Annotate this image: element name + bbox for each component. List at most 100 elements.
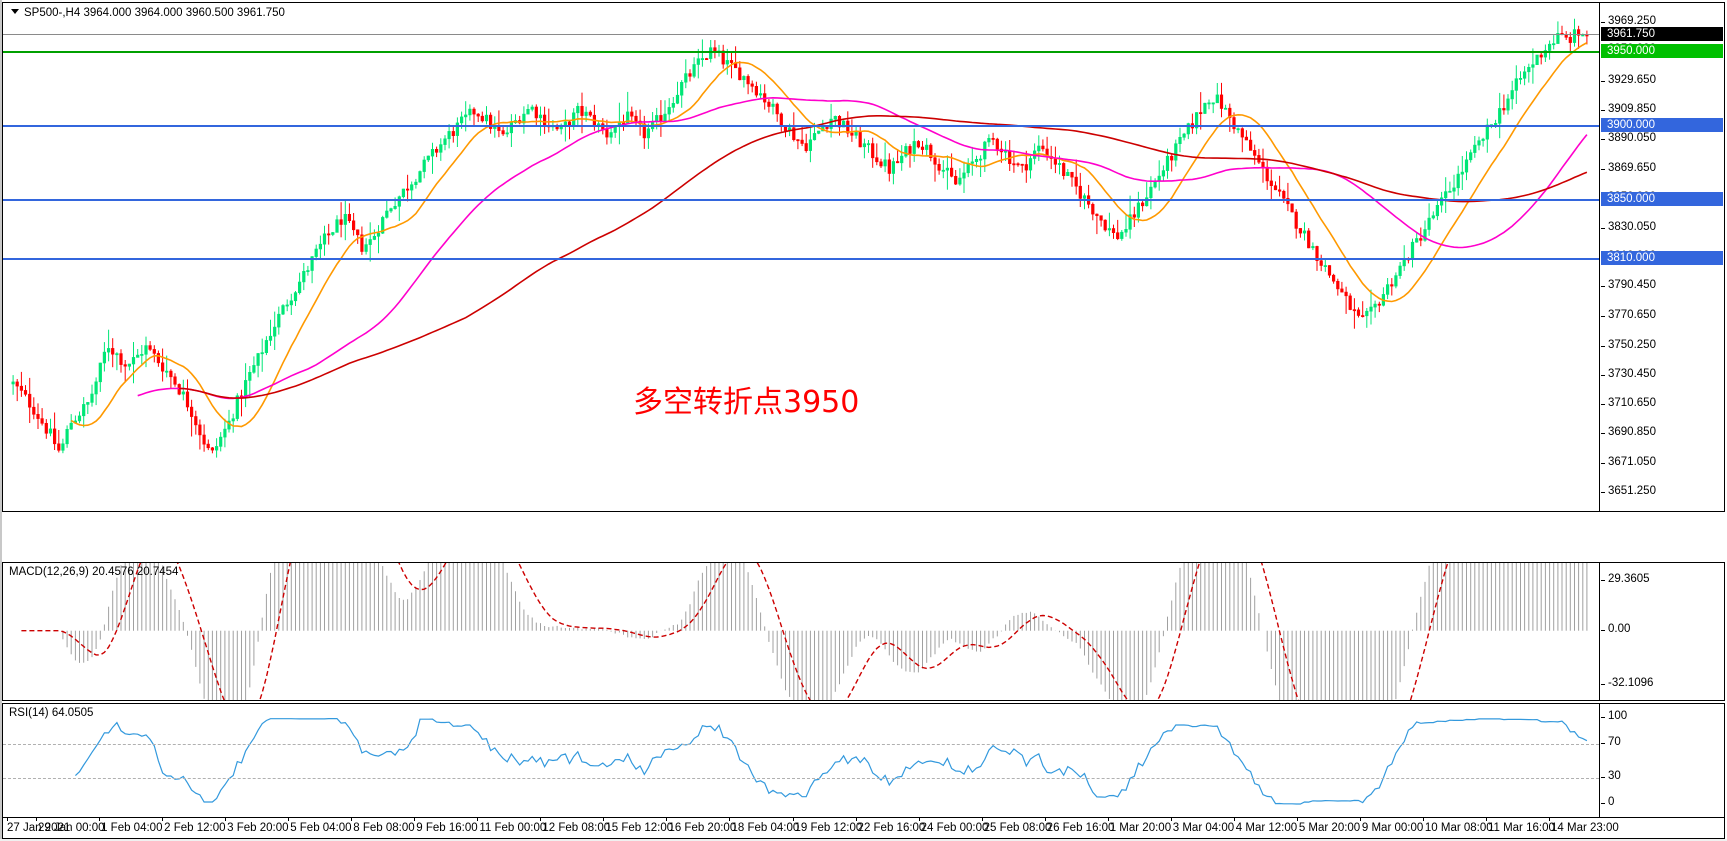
- price-pane[interactable]: 3969.250 3950.000 3929.650 3909.850 3890.050…: [2, 2, 1725, 512]
- tick-dash: [1601, 227, 1605, 229]
- price-tick-label: 3651.250: [1608, 485, 1656, 497]
- time-axis-mark: [792, 818, 794, 821]
- price-plot-area[interactable]: [3, 3, 1599, 511]
- price-tick-label: 3890.050: [1608, 132, 1656, 145]
- price-axis[interactable]: 3969.250 3950.000 3929.650 3909.850 3890.050…: [1599, 3, 1724, 511]
- window-bottom-edge: [0, 839, 1727, 841]
- time-axis-mark: [666, 818, 668, 821]
- tick-dash: [1601, 139, 1605, 141]
- macd-pane[interactable]: 29.3605 0.00 -32.1096 MACD(12,26,9) 20.457…: [2, 562, 1725, 701]
- price-tick-label: 3969.250: [1608, 15, 1656, 27]
- rsi-chart-svg: [74, 718, 1588, 805]
- price-tick-label: 3830.050: [1608, 220, 1656, 233]
- tick-dash: [1601, 22, 1605, 23]
- level-line-3950.000[interactable]: [3, 51, 1599, 54]
- time-axis-label: 2 Feb 12:00: [164, 822, 226, 834]
- time-axis-label: 8 Feb 08:00: [353, 822, 415, 834]
- time-axis-mark: [1170, 818, 1172, 821]
- time-axis-mark: [981, 818, 983, 821]
- price-annotation: 多空转折点3950: [633, 385, 860, 420]
- tick-dash: [1601, 580, 1605, 581]
- level-line-3900.000[interactable]: [3, 125, 1599, 128]
- time-axis-label: 29 Jan 00:00: [38, 822, 105, 834]
- level-line-3961.750[interactable]: [3, 34, 1599, 36]
- tick-dash: [1601, 374, 1605, 376]
- price-tag-level-blue[interactable]: 3850.000: [1601, 192, 1723, 207]
- price-tick-label: 3750.250: [1608, 338, 1656, 351]
- time-axis-mark: [855, 818, 857, 821]
- tick-dash: [1601, 684, 1605, 685]
- price-tag-level-blue[interactable]: 3810.000: [1601, 251, 1723, 266]
- tick-dash: [1601, 315, 1605, 317]
- price-tick-label: 3909.850: [1608, 102, 1656, 115]
- rsi-tick-label: 30: [1608, 770, 1621, 783]
- time-axis-label: 26 Feb 16:00: [1046, 822, 1115, 834]
- tick-dash: [1601, 492, 1605, 493]
- time-axis[interactable]: 27 Jan 2021 29 Jan 00:00 1 Feb 04:00 2 Feb …: [2, 818, 1725, 839]
- time-axis-label: 14 Mar 23:00: [1551, 822, 1619, 834]
- time-axis-mark: [99, 818, 101, 821]
- rsi-plot-area[interactable]: [3, 704, 1599, 817]
- time-axis-label: 11 Mar 16:00: [1487, 822, 1555, 834]
- time-axis-label: 5 Mar 20:00: [1298, 822, 1361, 834]
- rsi-pane[interactable]: 100 70 30 0 RSI(14) 64.0505: [2, 703, 1725, 818]
- tick-dash: [1601, 742, 1605, 744]
- time-axis-label: 5 Feb 04:00: [290, 822, 352, 834]
- time-axis-label: 25 Feb 08:00: [983, 822, 1052, 834]
- time-axis-label: 22 Feb 16:00: [857, 822, 926, 834]
- time-axis-mark: [1549, 818, 1550, 821]
- tick-dash: [1601, 404, 1605, 406]
- collapse-caret-icon[interactable]: [11, 9, 19, 14]
- window-left-edge: [0, 0, 2, 841]
- time-axis-mark: [162, 818, 164, 821]
- time-axis-mark: [225, 818, 227, 821]
- level-line-3850.000[interactable]: [3, 199, 1599, 202]
- time-axis-mark: [918, 818, 920, 821]
- time-axis-mark: [1422, 818, 1424, 821]
- macd-tick-label: -32.1096: [1608, 677, 1654, 689]
- time-axis-label: 9 Feb 16:00: [416, 822, 478, 834]
- time-axis-mark: [540, 818, 542, 821]
- rsi-tick-label: 100: [1608, 710, 1628, 722]
- rsi-header: RSI(14) 64.0505: [9, 707, 94, 719]
- macd-chart-svg: [21, 563, 1588, 700]
- time-axis-label: 3 Mar 04:00: [1172, 822, 1235, 834]
- time-axis-label: 24 Feb 00:00: [920, 822, 989, 834]
- time-axis-mark: [1044, 818, 1046, 821]
- macd-plot-area[interactable]: [3, 563, 1599, 700]
- time-axis-mark: [729, 818, 731, 821]
- time-axis-mark: [477, 818, 479, 821]
- time-axis-label: 16 Feb 20:00: [668, 822, 737, 834]
- rsi-tick-label: 70: [1608, 735, 1621, 748]
- tick-dash: [1601, 80, 1605, 82]
- price-tick-label: 3929.650: [1608, 73, 1656, 86]
- tick-dash: [1601, 717, 1605, 718]
- time-axis-label: 11 Feb 00:00: [479, 822, 547, 834]
- price-tick-label: 3690.850: [1608, 426, 1656, 439]
- time-axis-mark: [36, 818, 38, 821]
- price-tick-label: 3790.450: [1608, 279, 1656, 292]
- symbol-ohlc-text: SP500-,H4 3964.000 3964.000 3960.500 396…: [24, 7, 285, 19]
- time-axis-label: 10 Mar 08:00: [1424, 822, 1493, 834]
- time-axis-label: 18 Feb 04:00: [731, 822, 800, 834]
- tick-dash: [1601, 433, 1605, 435]
- level-line-3810.000[interactable]: [3, 258, 1599, 261]
- tick-dash: [1601, 777, 1605, 779]
- price-tick-label: 3770.650: [1608, 308, 1656, 321]
- time-axis-mark: [603, 818, 605, 821]
- price-tag-level-green[interactable]: 3950.000: [1601, 44, 1723, 59]
- price-tick-label: 3869.650: [1608, 162, 1656, 175]
- time-axis-label: 4 Mar 12:00: [1235, 822, 1298, 834]
- time-axis-mark: [288, 818, 290, 821]
- time-axis-mark: [1359, 818, 1361, 821]
- rsi-band-70: [3, 743, 1599, 745]
- time-axis-label: 12 Feb 08:00: [542, 822, 611, 834]
- macd-header: MACD(12,26,9) 20.4576 20.7454: [9, 566, 179, 578]
- price-tag-last-price[interactable]: 3961.750: [1601, 27, 1723, 42]
- time-axis-label: 1 Mar 20:00: [1109, 822, 1172, 834]
- price-tag-level-blue[interactable]: 3900.000: [1601, 118, 1723, 133]
- price-tick-label: 3671.050: [1608, 455, 1656, 468]
- tick-dash: [1601, 462, 1605, 464]
- tick-dash: [1601, 286, 1605, 288]
- tick-dash: [1601, 629, 1605, 631]
